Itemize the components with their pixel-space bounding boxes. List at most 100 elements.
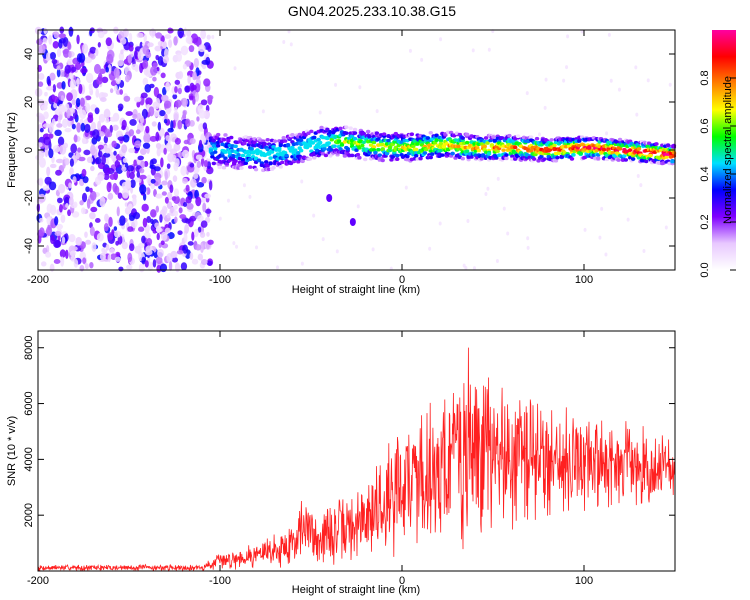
heatmap-noise-cell [185,118,191,128]
heatmap-noise-cell [150,209,157,218]
heatmap-noise-cell [57,183,66,194]
heatmap-signal-cell [438,141,444,146]
heatmap-noise-cell [134,140,142,149]
heatmap-noise-cell [124,75,130,83]
heatmap-noise-cell [181,149,189,159]
heatmap-noise-cell [79,200,84,206]
heatmap-signal-cell [542,157,547,161]
heatmap-signal-cell [595,156,601,161]
heatmap-signal-cell [278,143,283,148]
heatmap-faint-cell [375,109,379,114]
heatmap-faint-cell [484,192,488,197]
heatmap-signal-cell [349,134,355,138]
heatmap-noise-cell [150,178,156,184]
heatmap-noise-cell [80,207,86,215]
heatmap-noise-cell [51,58,58,65]
heatmap-noise-cell [53,102,58,109]
heatmap-signal-cell [623,158,629,162]
heatmap-signal-cell [534,136,540,141]
heatmap-signal-cell [556,151,562,155]
heatmap-signal-cell [352,136,358,141]
heatmap-faint-cell [495,259,499,264]
heatmap-noise-cell [156,232,160,241]
heatmap-noise-cell [95,88,100,98]
heatmap-signal-cell [312,155,317,160]
snr-y-ticks: 2000 4000 6000 8000 [23,336,675,527]
heatmap-noise-cell [64,158,70,166]
heatmap-noise-cell [200,29,207,40]
heatmap-noise-cell [52,40,59,49]
heatmap-noise-cell [92,129,100,140]
heatmap-noise-cell [76,122,82,133]
heatmap-signal-cell [387,148,393,153]
heatmap-noise-cell [189,162,195,168]
heatmap-faint-cell [646,78,650,83]
heatmap-noise-cell [133,96,142,103]
heatmap-noise-cell [97,31,105,39]
heatmap-signal-cell [325,127,330,132]
heatmap-noise-cell [103,108,111,119]
heatmap-noise-cell [125,111,134,117]
heatmap-noise-cell [193,228,199,238]
heatmap-signal-cell [434,138,439,142]
heatmap-noise-cell [170,250,178,259]
heatmap-signal-cell [246,153,251,158]
heatmap-noise-cell [122,157,128,164]
heatmap-noise-cell [38,44,46,55]
heatmap-signal-cell [316,137,321,142]
heatmap-noise-cell [196,215,204,222]
heatmap-noise-cell [173,204,178,210]
x-tick-label: 0 [399,274,405,286]
heatmap-noise-cell [204,208,212,214]
heatmap-noise-cell [68,182,72,189]
heatmap-noise-cell [69,250,76,257]
heatmap-noise-cell [36,38,43,46]
heatmap-signal-cell [339,143,345,147]
heatmap-signal-cell [319,125,324,130]
heatmap-cells [34,26,677,273]
heatmap-noise-cell [44,91,48,97]
heatmap-noise-cell [139,62,144,74]
heatmap-noise-cell [89,190,97,201]
heatmap-signal-cell [374,131,380,135]
heatmap-noise-cell [109,116,117,122]
heatmap-noise-cell [143,33,147,43]
heatmap-signal-cell [504,153,509,157]
heatmap-noise-cell [111,140,117,148]
heatmap-outlier-cell [326,194,333,202]
heatmap-noise-cell [207,94,214,100]
heatmap-noise-cell [128,148,136,153]
heatmap-noise-cell [89,187,93,193]
heatmap-signal-cell [617,137,623,142]
heatmap-noise-cell [155,142,162,149]
heatmap-faint-cell [600,206,604,211]
heatmap-noise-cell [90,165,95,172]
spectrogram-y-label: Frequency (Hz) [6,112,18,188]
heatmap-noise-cell [190,178,197,188]
heatmap-noise-cell [54,216,59,226]
heatmap-noise-cell [49,263,55,272]
heatmap-faint-cell [525,91,529,96]
heatmap-signal-cell [236,152,241,157]
colorbar-tick-label: 0.0 [699,262,711,277]
heatmap-noise-cell [163,118,168,124]
heatmap-noise-cell [107,192,114,200]
heatmap-noise-cell [71,99,77,106]
heatmap-noise-cell [119,37,127,45]
heatmap-signal-cell [231,162,237,166]
heatmap-noise-cell [166,201,173,210]
heatmap-noise-cell [46,75,51,86]
y-tick-label: 0 [23,147,35,153]
heatmap-signal-cell [223,150,228,154]
heatmap-noise-cell [109,173,116,180]
heatmap-noise-cell [157,121,162,131]
heatmap-noise-cell [75,236,82,246]
heatmap-noise-cell [165,81,171,92]
heatmap-noise-cell [167,27,173,34]
colorbar: 0.0 0.2 0.4 0.6 0.8 Normalized spectral ampl… [699,30,736,278]
heatmap-noise-cell [99,97,107,103]
heatmap-noise-cell [85,239,92,245]
heatmap-signal-cell [610,150,615,155]
heatmap-noise-cell [84,56,92,64]
heatmap-signal-cell [395,153,400,158]
